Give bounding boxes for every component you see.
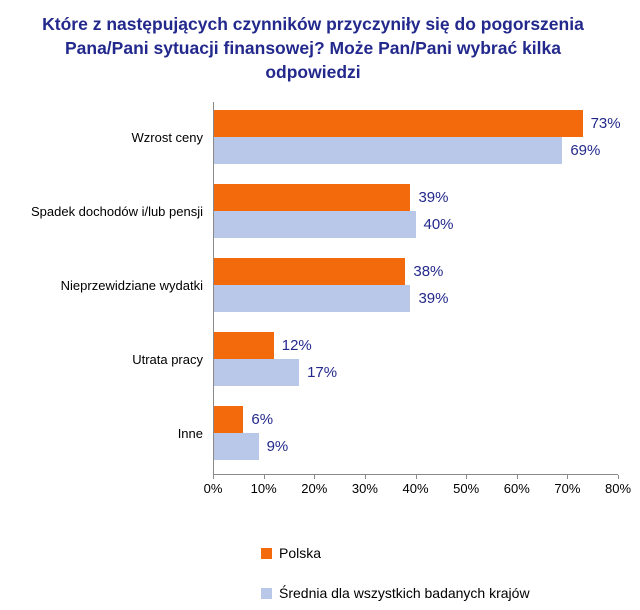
category-row: Utrata pracy 12% 17% <box>8 332 618 387</box>
category-row: Inne 6% 9% <box>8 406 618 461</box>
x-tick-label: 10% <box>250 481 277 497</box>
bar-value-label: 73% <box>590 115 621 133</box>
category-bars: 39% 40% <box>213 184 618 239</box>
x-tick-mark <box>618 475 619 480</box>
bar-row: 39% <box>213 184 618 212</box>
bar-row: 9% <box>213 433 618 461</box>
plot-rows: Wzrost ceny 73% 69% Spadek dochodów i/lub p… <box>8 102 621 474</box>
bar-series-1 <box>213 258 406 286</box>
bar-row: 40% <box>213 211 618 239</box>
x-tick-mark <box>415 475 417 480</box>
x-tick-label: 80% <box>604 481 632 497</box>
category-label: Inne <box>177 425 203 441</box>
legend-swatch-icon <box>261 587 272 599</box>
bar-row: 38% <box>213 258 618 286</box>
bar-value-label: 12% <box>281 337 312 355</box>
x-tick-mark <box>364 475 366 480</box>
bar-value-label: 17% <box>307 364 338 382</box>
bar-series-1 <box>213 332 274 360</box>
bar-series-1 <box>213 110 583 138</box>
chart-title: Które z następujących czynników przyczyn… <box>42 14 584 83</box>
category-label: Utrata pracy <box>132 351 203 367</box>
category-label: Wzrost ceny <box>131 129 203 145</box>
bar-value-label: 38% <box>413 263 444 281</box>
x-tick-mark <box>516 475 518 480</box>
category-label: Spadek dochodów i/lub pensji <box>30 203 203 219</box>
bar-value-label: 39% <box>418 290 449 308</box>
bar-value-label: 6% <box>251 411 274 429</box>
bar-row: 6% <box>213 406 618 434</box>
category-bars: 73% 69% <box>213 110 621 165</box>
x-tick-label: 60% <box>503 481 530 497</box>
x-tick-label: 0% <box>203 481 223 497</box>
category-bars: 38% 39% <box>213 258 618 313</box>
bar-row: 17% <box>213 359 618 387</box>
x-tick-label: 30% <box>351 481 378 497</box>
bar-row: 73% <box>213 110 621 138</box>
bar-series-1 <box>213 406 244 434</box>
y-axis-line <box>213 102 214 476</box>
bar-series-2 <box>213 433 259 461</box>
legend-swatch-icon <box>261 547 272 559</box>
bar-value-label: 39% <box>418 189 449 207</box>
x-tick-mark <box>567 475 569 480</box>
x-axis: 0% 10% 20% 30% 40% 50% 60% 70% 80% <box>8 475 631 499</box>
x-tick-label: 70% <box>554 481 581 497</box>
category-row: Wzrost ceny 73% 69% <box>8 110 621 165</box>
bar-value-label: 69% <box>570 142 601 160</box>
bar-row: 39% <box>213 285 618 313</box>
bar-series-2 <box>213 285 411 313</box>
x-tick-mark <box>263 475 265 480</box>
x-tick-label: 50% <box>453 481 480 497</box>
chart-legend: Polska Średnia dla wszystkich badanych kr… <box>261 545 618 601</box>
bar-row: 69% <box>213 137 618 165</box>
category-row: Nieprzewidziane wydatki 38% 39% <box>8 258 618 313</box>
x-tick-label: 40% <box>402 481 429 497</box>
x-axis-spacer <box>8 475 213 499</box>
category-label: Nieprzewidziane wydatki <box>60 277 203 293</box>
bar-row: 12% <box>213 332 618 360</box>
bar-value-label: 40% <box>423 216 454 234</box>
bar-series-2 <box>213 359 300 387</box>
x-tick-mark <box>314 475 316 480</box>
x-tick-mark <box>466 475 468 480</box>
x-axis-ticks: 0% 10% 20% 30% 40% 50% 60% 70% 80% <box>204 475 631 499</box>
bar-chart-plot: Wzrost ceny 73% 69% Spadek dochodów i/lub p… <box>8 102 621 476</box>
category-bars: 12% 17% <box>213 332 618 387</box>
category-bars: 6% 9% <box>213 406 618 461</box>
legend-item-2: Średnia dla wszystkich badanych krajów <box>261 585 618 601</box>
legend-item-1: Polska <box>261 545 618 561</box>
bar-value-label: 9% <box>266 438 289 456</box>
x-axis-line <box>213 474 618 476</box>
x-tick-label: 20% <box>301 481 328 497</box>
bar-series-2 <box>213 211 416 239</box>
bar-series-1 <box>213 184 411 212</box>
x-tick-mark <box>213 475 214 480</box>
category-row: Spadek dochodów i/lub pensji 39% 40% <box>8 184 618 239</box>
legend-label: Polska <box>279 545 322 562</box>
bar-series-2 <box>213 137 563 165</box>
legend-label: Średnia dla wszystkich badanych krajów <box>279 585 530 602</box>
